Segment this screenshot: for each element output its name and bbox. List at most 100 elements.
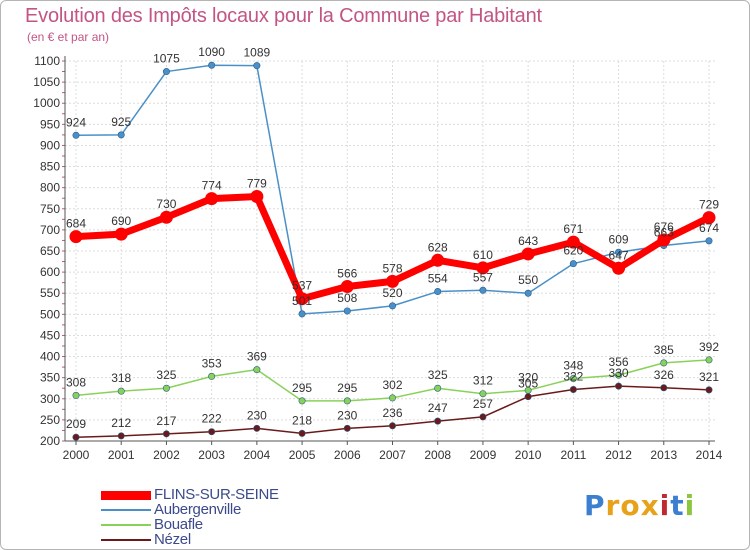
data-label-0: 690 [111,214,131,228]
logo-letter: x [640,489,660,522]
data-label-2: 325 [428,368,448,382]
legend-label-aubergenville: Aubergenville [154,501,241,518]
data-point-0 [702,211,716,225]
data-label-0: 610 [473,248,493,262]
data-point-1 [705,237,713,245]
x-tick-label: 2010 [515,448,542,462]
legend-swatch-aubergenville [101,509,151,511]
data-point-2 [72,391,80,399]
data-point-0 [159,210,173,224]
data-label-3: 222 [202,412,222,426]
data-point-2 [162,384,170,392]
data-label-1: 663 [654,226,674,240]
y-tick-label: 900 [40,138,60,152]
data-point-3 [117,432,125,440]
data-label-0: 628 [428,240,448,254]
x-tick-label: 2004 [244,448,271,462]
data-label-1: 520 [382,286,402,300]
legend-label-flins: FLINS-SUR-SEINE [154,486,279,503]
data-label-3: 212 [111,416,131,430]
y-tick-label: 700 [40,223,60,237]
x-tick-label: 2001 [108,448,135,462]
legend-swatch-bouafle [101,524,151,526]
y-tick-label: 950 [40,117,60,131]
x-tick-label: 2003 [198,448,225,462]
y-tick-label: 300 [40,392,60,406]
legend-swatch-nezel [101,539,151,541]
data-label-2: 308 [66,375,86,389]
logo-letter: t [670,489,685,522]
x-tick-label: 2000 [63,448,90,462]
data-label-3: 209 [66,417,86,431]
x-tick-label: 2007 [379,448,406,462]
data-label-0: 676 [654,220,674,234]
data-label-2: 318 [111,371,131,385]
data-label-2: 295 [337,381,357,395]
data-label-3: 330 [609,366,629,380]
data-label-3: 326 [654,368,674,382]
data-label-2: 385 [654,343,674,357]
data-point-0 [114,227,128,241]
x-tick-label: 2005 [289,448,316,462]
data-label-0: 671 [563,222,583,236]
logo-letter: i [659,489,671,522]
y-tick-label: 200 [40,434,60,448]
data-label-2: 320 [518,370,538,384]
data-label-0: 537 [292,279,312,293]
data-point-0 [250,190,264,204]
proxiti-logo: Proxiti [584,489,695,522]
data-point-1 [479,286,487,294]
legend: FLINS-SUR-SEINE Aubergenville Bouafle Né… [101,486,361,548]
data-label-1: 609 [609,232,629,246]
data-point-2 [298,397,306,405]
data-point-0 [340,279,354,293]
data-label-3: 217 [156,414,176,428]
data-label-0: 578 [382,261,402,275]
data-point-3 [705,386,713,394]
x-tick-label: 2013 [650,448,677,462]
y-tick-label: 250 [40,413,60,427]
data-point-2 [660,359,668,367]
data-point-0 [69,230,83,244]
chart-subtitle: (en € et par an) [27,30,110,44]
data-point-0 [295,292,309,306]
y-tick-label: 400 [40,350,60,364]
data-label-1: 620 [563,244,583,258]
y-tick-label: 750 [40,202,60,216]
data-point-3 [569,385,577,393]
data-label-3: 257 [473,397,493,411]
data-point-1 [253,62,261,70]
data-point-1 [298,310,306,318]
data-label-3: 230 [337,408,357,422]
data-point-1 [162,68,170,76]
data-point-2 [208,372,216,380]
legend-label-nezel: Nézel [154,531,191,548]
data-label-2: 302 [382,378,402,392]
x-tick-label: 2012 [605,448,632,462]
x-tick-label: 2011 [560,448,586,462]
data-label-2: 353 [202,356,222,370]
y-tick-label: 800 [40,181,60,195]
x-tick-label: 2008 [424,448,451,462]
chart-title: Evolution des Impôts locaux pour la Comm… [25,5,542,27]
x-tick-label: 2014 [696,448,723,462]
data-point-1 [569,260,577,268]
data-label-0: 643 [518,234,538,248]
data-point-3 [208,428,216,436]
data-point-1 [615,248,623,256]
data-label-2: 312 [473,374,493,388]
data-label-0: 774 [202,179,222,193]
data-label-2: 295 [292,381,312,395]
data-label-3: 322 [563,369,583,383]
x-tick-label: 2009 [470,448,497,462]
data-label-1: 508 [337,291,357,305]
data-label-2: 369 [247,350,267,364]
data-label-1: 554 [428,272,448,286]
y-tick-label: 450 [40,328,60,342]
data-label-2: 348 [563,359,583,373]
data-point-0 [566,235,580,249]
y-tick-label: 850 [40,160,60,174]
data-point-0 [612,261,626,275]
